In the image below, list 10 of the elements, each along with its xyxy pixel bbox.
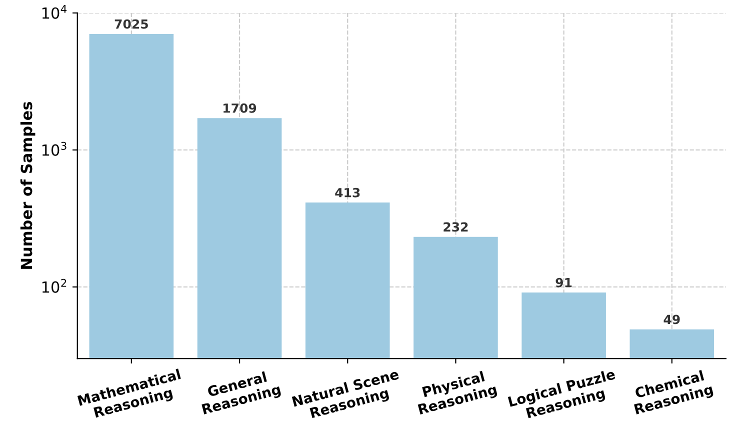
data-label: 91	[556, 278, 572, 288]
y-tick-label: 10$^{4}$	[42, 5, 67, 19]
data-label: 7025	[114, 19, 148, 29]
y-tick-label: 10$^{2}$	[42, 278, 66, 293]
data-label: 413	[335, 188, 360, 198]
data-label: 49	[664, 314, 680, 324]
data-label: 232	[444, 222, 468, 232]
y-axis-title: Number of Samples	[20, 102, 36, 269]
y-tick-label: 10$^{3}$	[42, 142, 66, 156]
data-label: 1709	[224, 103, 256, 113]
